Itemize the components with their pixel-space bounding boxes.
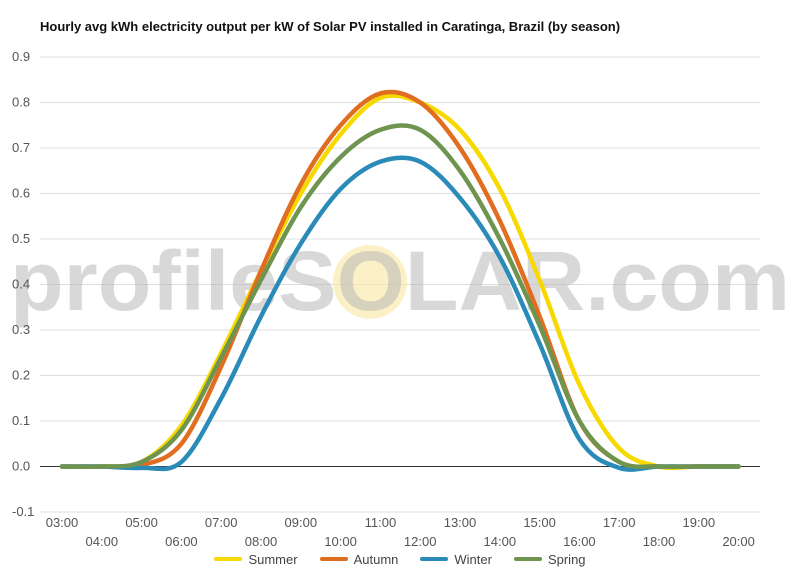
y-tick-label: -0.1: [12, 504, 34, 519]
y-tick-label: 0.3: [12, 322, 30, 337]
legend-item-autumn[interactable]: Autumn: [319, 550, 399, 568]
x-tick-label: 18:00: [643, 534, 676, 549]
x-tick-label: 19:00: [683, 515, 716, 530]
y-tick-label: 0.9: [12, 49, 30, 64]
watermark-text: profileSOLAR.com: [10, 234, 790, 328]
legend-swatch: [214, 557, 243, 561]
y-axis-ticks: -0.1 0.0 0.1 0.2 0.3 0.4 0.5 0.6 0.7 0.8 0.9: [12, 49, 34, 519]
legend-label: Autumn: [353, 551, 399, 567]
x-tick-label: 20:00: [722, 534, 755, 549]
y-tick-label: 0.4: [12, 277, 30, 292]
legend-swatch: [319, 557, 348, 561]
legend-label: Summer: [248, 551, 298, 567]
x-tick-label: 15:00: [523, 515, 556, 530]
legend-item-summer[interactable]: Summer: [214, 550, 298, 568]
x-tick-label: 11:00: [365, 515, 397, 530]
legend-swatch: [420, 557, 449, 561]
y-tick-label: 0.6: [12, 186, 30, 201]
x-tick-label: 06:00: [165, 534, 198, 549]
x-tick-label: 05:00: [125, 515, 158, 530]
series-line-spring: [59, 123, 741, 470]
x-tick-label: 07:00: [205, 515, 238, 530]
x-tick-label: 14:00: [484, 534, 517, 549]
x-tick-label: 13:00: [444, 515, 477, 530]
y-tick-label: 0.0: [12, 459, 30, 474]
x-tick-label: 17:00: [603, 515, 636, 530]
watermark-sun-circle: [333, 245, 407, 319]
legend-label: Winter: [454, 551, 492, 567]
x-tick-label: 12:00: [404, 534, 437, 549]
y-tick-label: 0.1: [12, 413, 30, 428]
legend-item-winter[interactable]: Winter: [420, 550, 492, 568]
watermark: profileSOLAR.com: [10, 234, 790, 328]
y-tick-label: 0.7: [12, 140, 30, 155]
legend: Summer Autumn Winter Spring: [0, 550, 800, 568]
series-line-summer: [59, 93, 741, 471]
series-line-winter: [59, 155, 741, 472]
grid-layer: [40, 56, 760, 513]
series-layer: [59, 89, 741, 472]
legend-label: Spring: [547, 551, 586, 567]
y-tick-label: 0.8: [12, 95, 30, 110]
y-tick-label: 0.5: [12, 231, 30, 246]
x-tick-label: 03:00: [46, 515, 79, 530]
x-tick-label: 04:00: [86, 534, 119, 549]
legend-item-spring[interactable]: Spring: [513, 550, 586, 568]
x-tick-label: 16:00: [563, 534, 596, 549]
x-tick-label: 08:00: [245, 534, 278, 549]
x-axis-ticks: 03:00 04:00 05:00 06:00 07:00 08:00 09:00 10:00…: [46, 515, 755, 549]
x-tick-label: 10:00: [324, 534, 357, 549]
legend-swatch: [513, 557, 542, 561]
y-tick-label: 0.2: [12, 368, 30, 383]
chart-title: Hourly avg kWh electricity output per kW…: [40, 19, 621, 34]
x-tick-label: 09:00: [285, 515, 318, 530]
